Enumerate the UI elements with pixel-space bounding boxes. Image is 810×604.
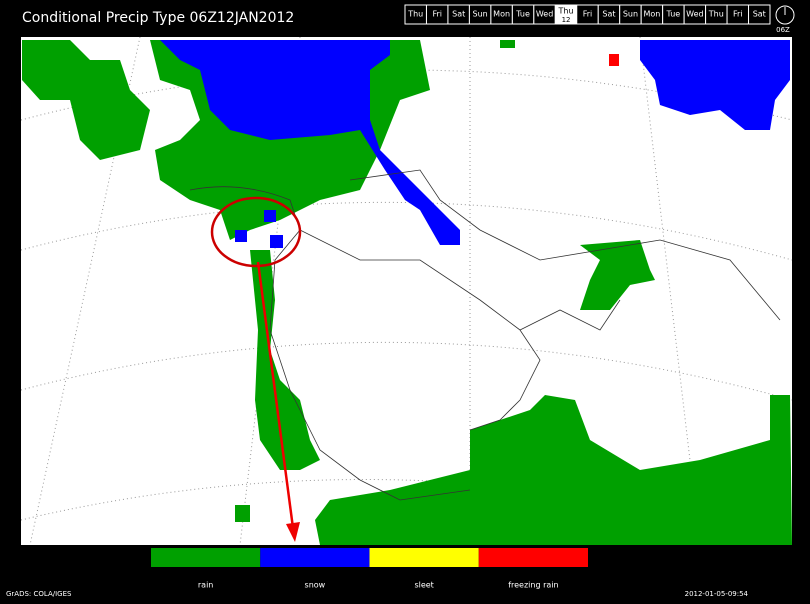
day-tab — [748, 4, 771, 25]
arrow-shaft — [256, 261, 295, 529]
day-label: Thu — [558, 7, 574, 16]
day-label: Fri — [432, 10, 442, 19]
day-date: 12 — [562, 16, 571, 24]
day-label: Sun — [473, 10, 488, 19]
day-label: Sat — [602, 10, 615, 19]
day-label: Mon — [643, 10, 660, 19]
map-area — [21, 37, 792, 545]
legend-swatch — [260, 548, 370, 567]
day-label: Wed — [686, 10, 703, 19]
snow-areas — [160, 40, 790, 248]
day-label: Thu — [708, 10, 724, 19]
legend-swatch — [151, 548, 261, 567]
day-label: Fri — [583, 10, 593, 19]
legend-swatch — [369, 548, 479, 567]
footer-right: 2012-01-05-09:54 — [685, 590, 749, 598]
day-label: Wed — [536, 10, 553, 19]
clock-label: 06Z — [776, 26, 790, 34]
day-label: Thu — [407, 10, 423, 19]
day-label: Fri — [733, 10, 743, 19]
highlight-circle — [210, 196, 302, 268]
map — [20, 36, 793, 546]
legend-label: sleet — [414, 581, 433, 590]
arrow-head — [286, 522, 300, 542]
day-label: Mon — [493, 10, 510, 19]
clock: 06Z — [775, 5, 795, 34]
day-label: Sun — [623, 10, 638, 19]
legend-swatch — [478, 548, 588, 567]
day-label: Sat — [452, 10, 465, 19]
legend-label: freezing rain — [508, 581, 558, 590]
day-label: Tue — [666, 10, 681, 19]
legend-label: snow — [305, 581, 326, 590]
title: Conditional Precip Type 06Z12JAN2012 — [22, 10, 294, 26]
legend: rain snow sleet freezing rain — [151, 548, 588, 590]
freezing-rain-area — [609, 54, 619, 66]
coastlines — [189, 169, 781, 501]
day-label: Tue — [515, 10, 530, 19]
footer-left: GrADS: COLA/IGES — [6, 590, 72, 598]
legend-label: rain — [198, 581, 213, 590]
clock-face — [775, 5, 795, 25]
day-label: Sat — [753, 10, 766, 19]
